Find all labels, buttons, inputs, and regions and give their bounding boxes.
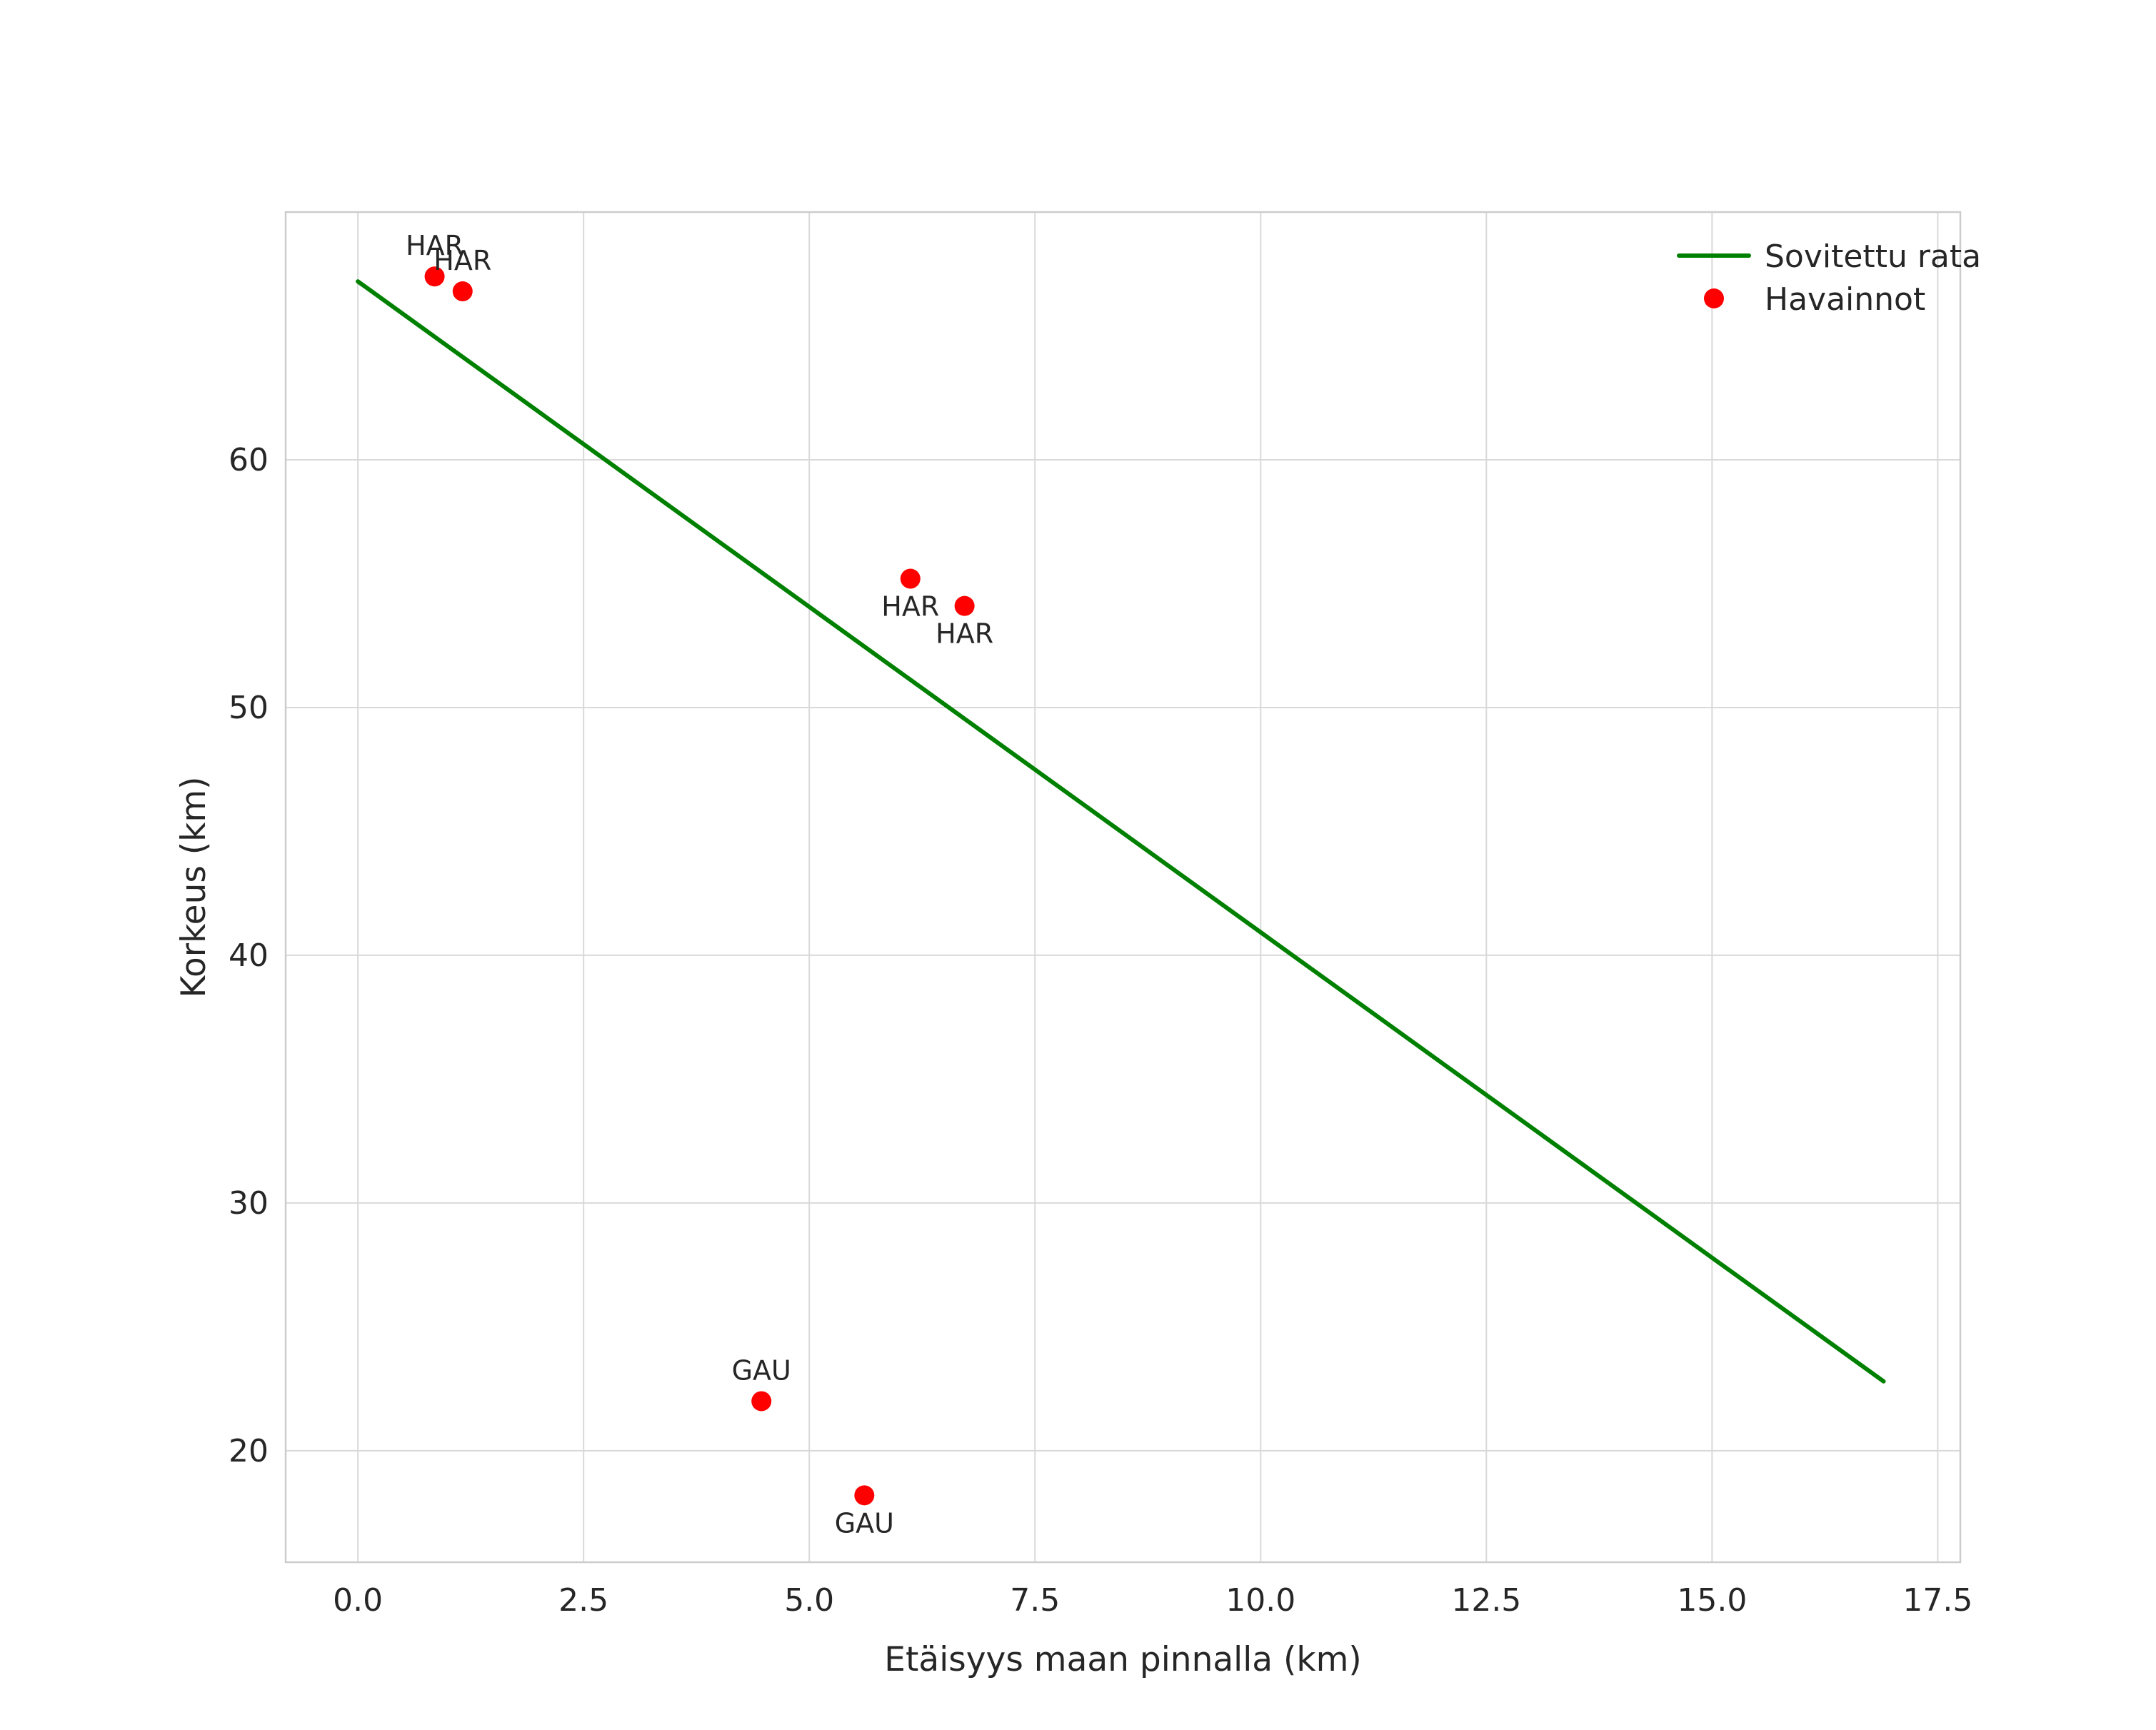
data-point — [751, 1391, 772, 1412]
legend-label: Sovitettu rata — [1765, 238, 1981, 275]
y-tick-label: 60 — [229, 442, 269, 478]
plot-border — [284, 211, 1962, 1564]
point-label: HAR — [433, 245, 491, 276]
x-tick-label: 15.0 — [1677, 1582, 1747, 1619]
data-point — [900, 568, 921, 589]
fit-line — [356, 279, 1886, 1384]
legend-point-sample — [1704, 288, 1724, 308]
data-point — [954, 595, 975, 616]
x-tick-label: 17.5 — [1902, 1582, 1972, 1619]
x-tick-label: 10.0 — [1225, 1582, 1295, 1619]
x-tick-label: 2.5 — [558, 1582, 608, 1619]
x-axis-label: Etäisyys maan pinnalla (km) — [884, 1640, 1361, 1679]
legend-label: Havainnot — [1765, 281, 1925, 318]
data-point — [854, 1485, 875, 1506]
y-tick-label: 20 — [229, 1433, 269, 1469]
y-tick-label: 30 — [229, 1185, 269, 1222]
y-tick-label: 50 — [229, 690, 269, 726]
y-axis-label: Korkeus (km) — [174, 777, 214, 998]
data-point — [452, 281, 473, 302]
point-label: HAR — [406, 230, 463, 261]
x-tick-label: 0.0 — [333, 1582, 383, 1619]
point-label: HAR — [936, 618, 993, 650]
y-tick-label: 40 — [229, 937, 269, 974]
x-tick-label: 12.5 — [1451, 1582, 1521, 1619]
x-tick-label: 7.5 — [1010, 1582, 1060, 1619]
point-label: HAR — [881, 591, 939, 623]
data-point — [424, 266, 445, 287]
x-tick-label: 5.0 — [784, 1582, 834, 1619]
point-label: GAU — [732, 1354, 791, 1386]
point-label: GAU — [835, 1507, 894, 1539]
